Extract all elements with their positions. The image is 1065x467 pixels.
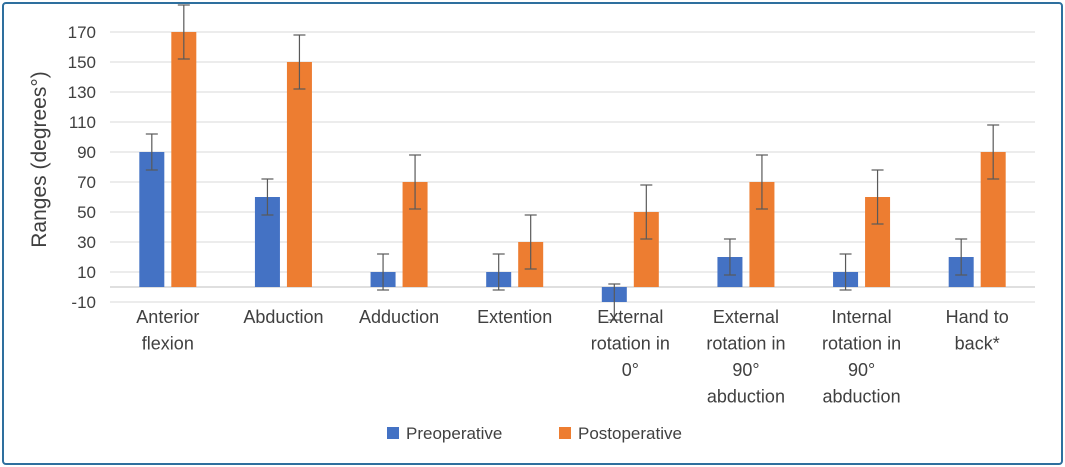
preoperative-bar <box>139 152 165 287</box>
y-tick-label: 110 <box>69 113 96 132</box>
error-bar <box>524 214 537 270</box>
y-tick-label: -10 <box>71 293 96 312</box>
y-tick-label: 90 <box>77 143 96 162</box>
error-bar <box>839 253 852 291</box>
x-category-label: Anterior flexion <box>136 307 199 354</box>
x-category-label: External rotation in 90° abduction <box>706 307 785 407</box>
bars <box>139 32 1006 302</box>
y-tick-label: 150 <box>68 53 96 72</box>
error-bar <box>145 133 158 171</box>
error-bar <box>640 184 653 240</box>
legend-label: Preoperative <box>406 424 502 443</box>
y-tick-label: 50 <box>77 203 96 222</box>
legend-swatch <box>559 427 571 439</box>
error-bar <box>955 238 968 276</box>
y-axis-ticks: -10 10 30 50 70 90 110 130 150 170 <box>68 23 96 312</box>
legend-swatch <box>387 427 399 439</box>
error-bar <box>261 178 274 216</box>
y-tick-label: 130 <box>68 83 96 102</box>
x-category-label: Adduction <box>359 307 439 327</box>
y-tick-label: 10 <box>77 263 96 282</box>
x-category-label: External rotation in 0° <box>591 307 670 380</box>
legend: Preoperative Postoperative <box>387 424 682 443</box>
error-bar <box>987 124 1000 180</box>
gridlines <box>110 31 1035 303</box>
error-bar <box>608 283 621 321</box>
error-bar <box>755 154 768 210</box>
x-category-label: Hand to back* <box>946 307 1009 354</box>
x-category-label: Abduction <box>243 307 323 327</box>
error-bar <box>492 253 505 291</box>
error-bar <box>723 238 736 276</box>
error-bar <box>377 253 390 291</box>
x-category-label: Extention <box>477 307 552 327</box>
error-bars <box>145 4 1000 321</box>
postoperative-bar <box>171 32 197 287</box>
error-bar <box>177 4 190 60</box>
y-tick-label: 70 <box>77 173 96 192</box>
y-tick-label: 170 <box>68 23 96 42</box>
y-tick-label: 30 <box>77 233 96 252</box>
error-bar <box>409 154 422 210</box>
y-axis-label: Ranges (degrees°) <box>28 71 51 248</box>
legend-label: Postoperative <box>578 424 682 443</box>
x-axis-categories: Anterior flexion Abduction Adduction Extenti… <box>136 307 1008 407</box>
postoperative-bar <box>286 62 312 287</box>
x-category-label: Internal rotation in 90° abduction <box>822 307 901 407</box>
error-bar <box>871 169 884 225</box>
error-bar <box>293 34 306 90</box>
